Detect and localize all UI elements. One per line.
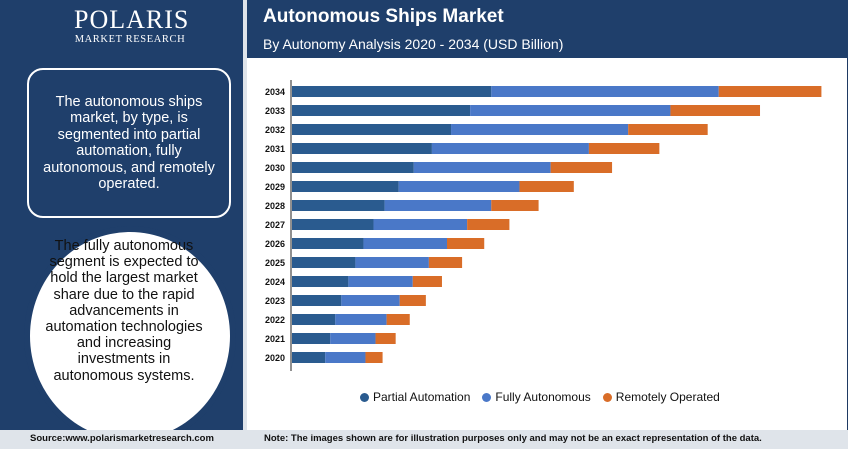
logo-tagline: MARKET RESEARCH — [74, 34, 186, 45]
bar-segment-fully — [335, 314, 387, 325]
chart-title: Autonomous Ships Market — [263, 6, 504, 27]
y-tick-label: 2030 — [265, 163, 285, 173]
legend-item-remote: Remotely Operated — [602, 390, 720, 404]
bar-segment-fully — [348, 276, 413, 287]
legend-swatch-remote — [602, 392, 612, 402]
bar-segment-remote — [491, 200, 539, 211]
y-tick-label: 2033 — [265, 106, 285, 116]
y-tick-label: 2021 — [265, 334, 285, 344]
legend-swatch-fully — [482, 392, 492, 402]
y-tick-label: 2026 — [265, 239, 285, 249]
highlight-text: The fully autonomous segment is expected… — [45, 238, 203, 384]
bar-segment-fully — [341, 295, 400, 306]
bar-segment-partial — [292, 295, 342, 306]
bar-segment-fully — [398, 181, 520, 192]
bar-segment-partial — [292, 200, 385, 211]
disclaimer-note: Note: The images shown are for illustrat… — [264, 433, 762, 444]
legend-label-fully: Fully Autonomous — [495, 390, 591, 404]
polaris-logo: POLARIS MARKET RESEARCH — [74, 5, 190, 46]
bar-segment-remote — [519, 181, 574, 192]
bar-segment-partial — [292, 181, 399, 192]
bar-segment-fully — [470, 105, 671, 116]
bar-segment-remote — [467, 219, 510, 230]
y-tick-label: 2020 — [265, 353, 285, 363]
bar-segment-partial — [292, 276, 349, 287]
legend-label-remote: Remotely Operated — [615, 390, 720, 404]
bar-segment-fully — [384, 200, 492, 211]
chart-legend: Partial Automation Fully Autonomous Remo… — [360, 390, 720, 404]
y-tick-label: 2024 — [265, 277, 285, 287]
legend-item-fully: Fully Autonomous — [482, 390, 591, 404]
bar-segment-fully — [325, 352, 366, 363]
bar-segment-fully — [491, 86, 719, 97]
bar-segment-remote — [428, 257, 463, 268]
bar-segment-remote — [375, 333, 396, 344]
bar-segment-partial — [292, 219, 374, 230]
bar-segment-partial — [292, 143, 432, 154]
bar-segment-partial — [292, 314, 336, 325]
bar-segment-partial — [292, 124, 452, 135]
bar-segment-fully — [355, 257, 429, 268]
bar-segment-partial — [292, 257, 356, 268]
source-link[interactable]: Source:www.polarismarketresearch.com — [30, 433, 214, 444]
bar-segment-remote — [386, 314, 410, 325]
y-tick-label: 2023 — [265, 296, 285, 306]
bar-segment-partial — [292, 352, 326, 363]
bar-segment-remote — [446, 238, 485, 249]
bar-segment-fully — [413, 162, 551, 173]
logo-name: POLARIS — [74, 5, 190, 34]
bar-segment-fully — [431, 143, 589, 154]
bar-segment-remote — [399, 295, 426, 306]
bar-segment-partial — [292, 162, 414, 173]
bar-segment-fully — [373, 219, 468, 230]
bar-segment-partial — [292, 333, 331, 344]
y-tick-label: 2028 — [265, 201, 285, 211]
bar-segment-partial — [292, 86, 492, 97]
y-tick-label: 2029 — [265, 182, 285, 192]
bar-segment-remote — [588, 143, 660, 154]
bar-segment-remote — [412, 276, 442, 287]
segment-info-text: The autonomous ships market, by type, is… — [43, 93, 215, 193]
bar-segment-fully — [451, 124, 629, 135]
bar-segment-remote — [718, 86, 822, 97]
bar-segment-fully — [330, 333, 376, 344]
y-tick-label: 2034 — [265, 87, 285, 97]
chart-subtitle: By Autonomy Analysis 2020 - 2034 (USD Bi… — [263, 36, 564, 52]
bar-segment-remote — [628, 124, 708, 135]
y-tick-label: 2032 — [265, 125, 285, 135]
bar-segment-partial — [292, 105, 471, 116]
bar-segment-remote — [550, 162, 613, 173]
bar-segment-remote — [365, 352, 383, 363]
y-tick-label: 2031 — [265, 144, 285, 154]
legend-item-partial: Partial Automation — [360, 390, 470, 404]
y-tick-label: 2025 — [265, 258, 285, 268]
footer-bar: Source:www.polarismarketresearch.com Not… — [0, 430, 848, 449]
segment-info-box: The autonomous ships market, by type, is… — [27, 68, 231, 218]
stacked-bar-chart: 2034 2033 2032 2031 2030 2029 2028 2027 2026 2025… — [265, 80, 822, 371]
sidebar: POLARIS MARKET RESEARCH The autonomous s… — [0, 0, 247, 446]
bar-segment-partial — [292, 238, 364, 249]
legend-swatch-partial — [360, 392, 369, 402]
chart-header: Autonomous Ships Market By Autonomy Anal… — [247, 0, 848, 58]
bar-segment-remote — [670, 105, 761, 116]
y-tick-label: 2022 — [265, 315, 285, 325]
legend-label-partial: Partial Automation — [373, 390, 471, 404]
y-tick-label: 2027 — [265, 220, 285, 230]
bar-segment-fully — [363, 238, 447, 249]
